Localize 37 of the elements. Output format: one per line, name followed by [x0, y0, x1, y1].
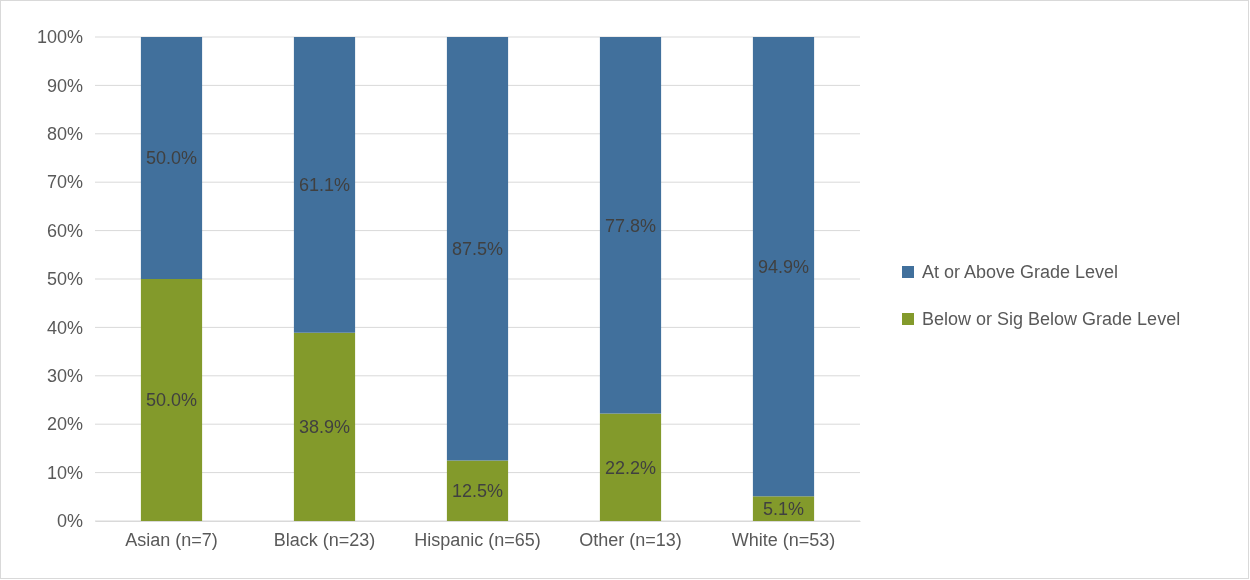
y-tick-label: 20%: [46, 414, 83, 435]
data-label: 77.8%: [604, 215, 657, 236]
legend-label: At or Above Grade Level: [922, 262, 1119, 283]
x-tick-label: Black (n=23): [273, 529, 376, 550]
data-label: 38.9%: [298, 417, 351, 438]
bar: [752, 37, 815, 497]
x-tick-label: Asian (n=7): [125, 529, 218, 550]
y-tick-label: 90%: [46, 75, 83, 96]
bar: [599, 37, 662, 414]
y-tick-label: 100%: [36, 27, 83, 48]
data-label: 5.1%: [762, 498, 805, 519]
y-tick-label: 60%: [46, 220, 83, 241]
y-tick-label: 0%: [56, 511, 83, 532]
data-label: 61.1%: [298, 175, 351, 196]
x-tick-label: White (n=53): [731, 529, 836, 550]
bar: [446, 37, 509, 461]
y-tick-label: 10%: [46, 462, 83, 483]
y-tick-label: 50%: [46, 269, 83, 290]
x-tick-label: Other (n=13): [579, 529, 682, 550]
data-label: 22.2%: [604, 457, 657, 478]
data-label: 87.5%: [451, 239, 504, 260]
data-label: 12.5%: [451, 481, 504, 502]
bar: [140, 279, 203, 521]
x-tick-label: Hispanic (n=65): [414, 529, 541, 550]
y-tick-label: 30%: [46, 366, 83, 387]
legend-label: Below or Sig Below Grade Level: [922, 309, 1181, 330]
bar: [293, 37, 356, 333]
data-label: 50.0%: [145, 148, 198, 169]
y-tick-label: 70%: [46, 172, 83, 193]
y-tick-label: 40%: [46, 317, 83, 338]
bar: [599, 413, 662, 521]
y-tick-label: 80%: [46, 124, 83, 145]
data-label: 50.0%: [145, 390, 198, 411]
data-label: 94.9%: [757, 256, 810, 277]
bar: [446, 460, 509, 521]
bar: [140, 37, 203, 279]
bar: [293, 332, 356, 521]
